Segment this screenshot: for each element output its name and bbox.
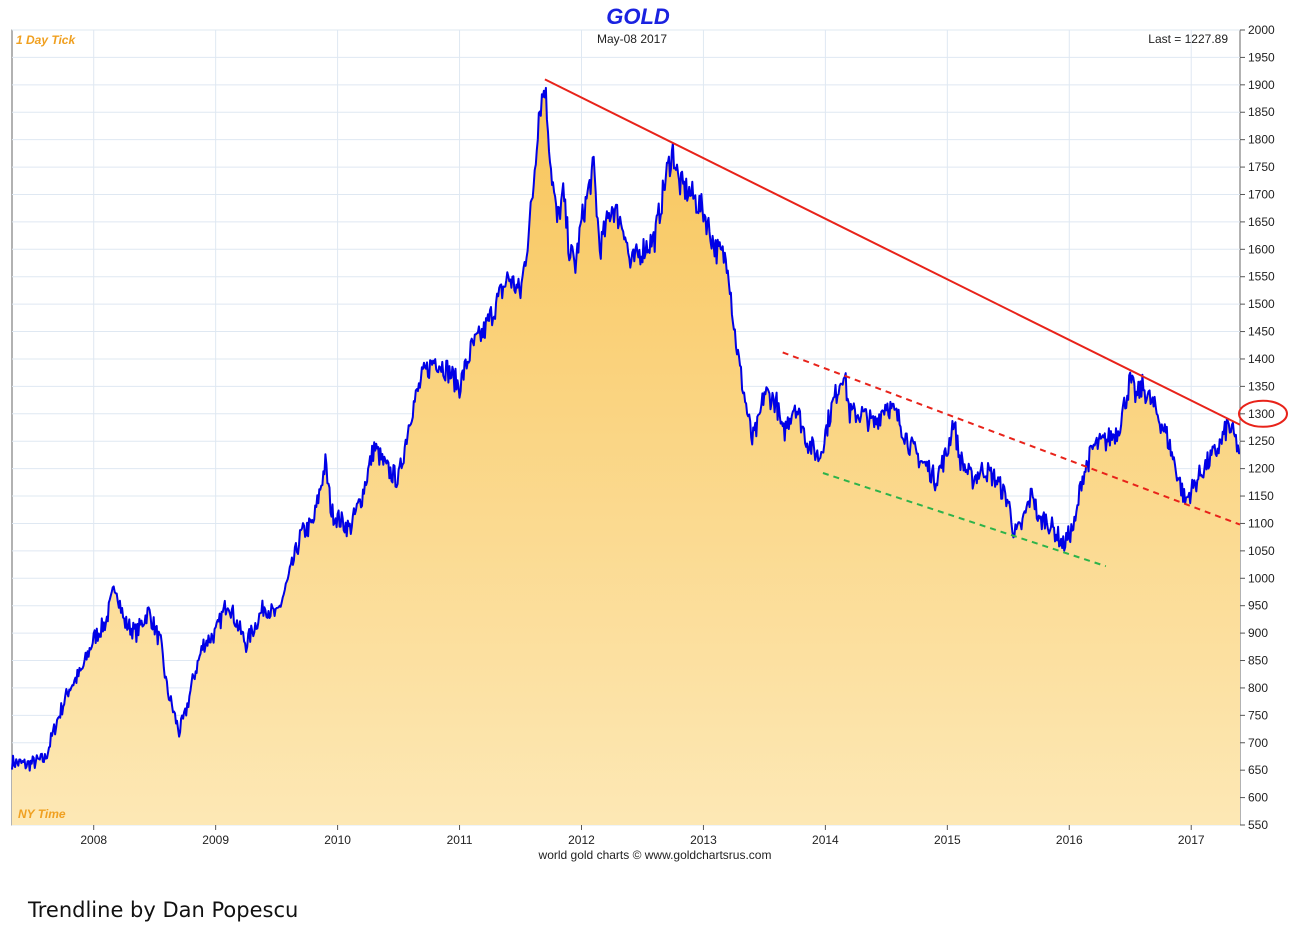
y-tick-label: 1850 [1248, 105, 1275, 119]
top-left-label: 1 Day Tick [16, 33, 76, 47]
footer-credit: world gold charts © www.goldchartsrus.co… [538, 848, 772, 862]
y-tick-label: 1650 [1248, 215, 1275, 229]
x-tick-label: 2016 [1056, 833, 1083, 847]
y-tick-label: 1050 [1248, 544, 1275, 558]
y-tick-label: 2000 [1248, 23, 1275, 37]
y-tick-label: 850 [1248, 654, 1268, 668]
gold-chart: 550 600 650 700 750 800 850 900 950 1000 1050 1100 1… [11, 4, 1288, 862]
y-tick-label: 650 [1248, 763, 1268, 777]
y-tick-label: 900 [1248, 626, 1268, 640]
trendline-1 [544, 78, 1241, 426]
x-tick-label: 2014 [812, 833, 839, 847]
y-tick-label: 1000 [1248, 571, 1275, 585]
y-tick-label: 1600 [1248, 242, 1275, 256]
y-tick-label: 750 [1248, 708, 1268, 722]
y-axis: 550 600 650 700 750 800 850 900 950 1000 1050 1100 1… [1240, 23, 1275, 832]
date-label: May-08 2017 [597, 32, 667, 46]
y-tick-label: 1300 [1248, 407, 1275, 421]
y-tick-label: 1200 [1248, 462, 1275, 476]
trendline-3 [822, 472, 1107, 568]
highlight-circle [1238, 399, 1288, 428]
x-axis: 2008 2009 2010 2011 2012 2013 2014 2015 2016 2017 [80, 825, 1205, 847]
y-tick-label: 1150 [1248, 489, 1274, 503]
trendline-2 [782, 351, 1241, 526]
y-tick-label: 1500 [1248, 297, 1275, 311]
bottom-left-label: NY Time [18, 807, 66, 821]
price-line [11, 86, 1241, 772]
y-tick-label: 600 [1248, 791, 1268, 805]
y-tick-label: 1800 [1248, 133, 1275, 147]
last-label: Last = 1227.89 [1148, 32, 1228, 46]
y-tick-label: 800 [1248, 681, 1268, 695]
y-tick-label: 1550 [1248, 270, 1275, 284]
x-tick-label: 2009 [202, 833, 229, 847]
x-tick-label: 2017 [1178, 833, 1205, 847]
y-tick-label: 550 [1248, 818, 1268, 832]
y-tick-label: 1350 [1248, 379, 1275, 393]
y-tick-label: 1900 [1248, 78, 1275, 92]
y-tick-label: 1450 [1248, 325, 1275, 339]
y-tick-label: 700 [1248, 736, 1268, 750]
y-tick-label: 1750 [1248, 160, 1275, 174]
y-tick-label: 1950 [1248, 50, 1275, 64]
x-tick-label: 2015 [934, 833, 961, 847]
y-tick-label: 1250 [1248, 434, 1275, 448]
x-tick-label: 2011 [447, 833, 473, 847]
price-area [12, 87, 1240, 825]
trendlines [544, 78, 1241, 568]
caption: Trendline by Dan Popescu [28, 898, 299, 922]
x-tick-label: 2013 [690, 833, 717, 847]
x-tick-label: 2008 [80, 833, 107, 847]
y-tick-label: 1400 [1248, 352, 1275, 366]
x-tick-label: 2010 [324, 833, 351, 847]
chart-title: GOLD [606, 4, 670, 29]
x-tick-label: 2012 [568, 833, 595, 847]
y-tick-label: 1700 [1248, 187, 1275, 201]
y-tick-label: 1100 [1248, 516, 1274, 530]
y-tick-label: 950 [1248, 599, 1268, 613]
